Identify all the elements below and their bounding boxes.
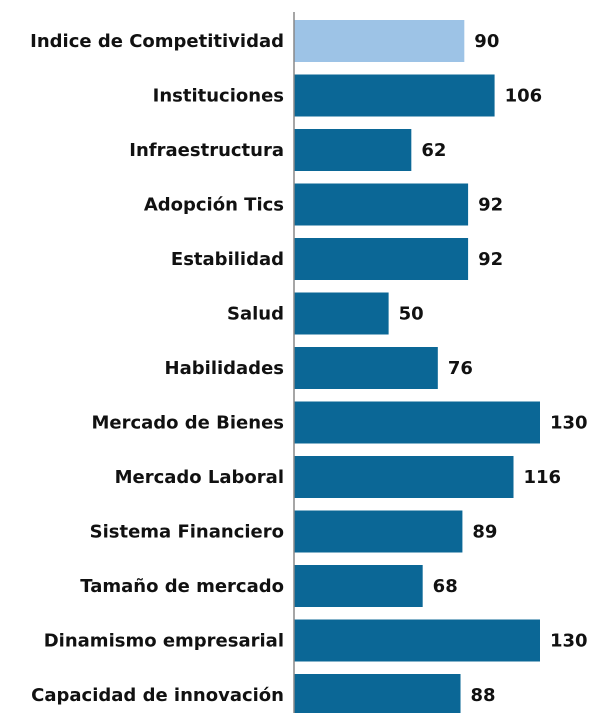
category-label: Adopción Tics xyxy=(144,195,284,216)
value-label: 106 xyxy=(505,86,543,107)
value-label: 50 xyxy=(399,304,424,325)
bar xyxy=(294,20,465,62)
bar xyxy=(294,292,389,335)
bar xyxy=(294,401,540,444)
value-label: 116 xyxy=(524,467,562,488)
value-label: 88 xyxy=(471,685,496,706)
bar xyxy=(294,674,461,713)
bar xyxy=(294,456,514,498)
category-label: Tamaño de mercado xyxy=(80,576,284,597)
value-label: 62 xyxy=(421,140,446,161)
value-label: 130 xyxy=(550,413,588,434)
category-label: Mercado Laboral xyxy=(115,467,284,488)
category-label: Instituciones xyxy=(153,86,284,107)
value-label: 90 xyxy=(474,31,499,52)
bar xyxy=(294,510,463,553)
category-label: Infraestructura xyxy=(129,140,284,161)
bar xyxy=(294,347,438,389)
value-label: 68 xyxy=(433,576,458,597)
value-label: 89 xyxy=(472,522,497,543)
category-label: Estabilidad xyxy=(171,249,284,270)
bar xyxy=(294,565,423,607)
category-label: Salud xyxy=(227,304,284,325)
bar xyxy=(294,183,469,226)
value-label: 92 xyxy=(478,195,503,216)
value-label: 130 xyxy=(550,631,588,652)
category-label: Dinamismo empresarial xyxy=(44,631,284,652)
bar xyxy=(294,74,495,117)
bar xyxy=(294,129,412,171)
category-label: Mercado de Bienes xyxy=(91,413,284,434)
category-label: Indice de Competitividad xyxy=(30,31,284,52)
category-label: Capacidad de innovación xyxy=(31,685,284,706)
value-label: 76 xyxy=(448,358,473,379)
bar xyxy=(294,619,540,662)
category-label: Habilidades xyxy=(165,358,284,379)
category-label: Sistema Financiero xyxy=(90,522,284,543)
bar xyxy=(294,238,469,280)
value-label: 92 xyxy=(478,249,503,270)
